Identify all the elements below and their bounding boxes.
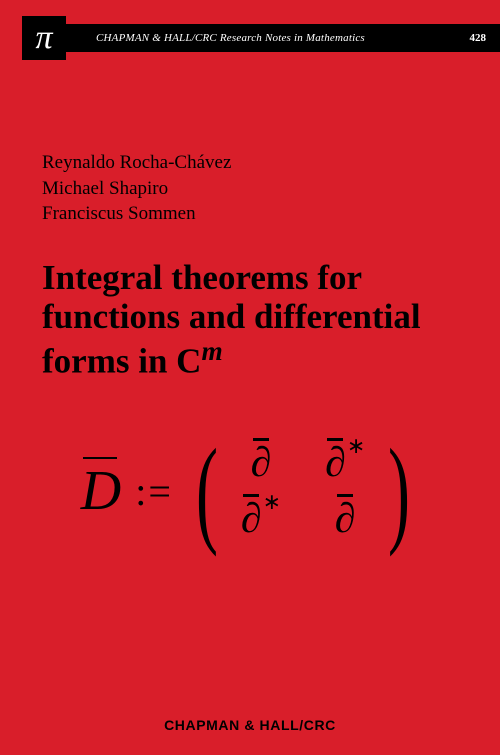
formula-inner: D := ( ∂ ∂∗ ∂∗ ∂ ) <box>81 440 419 542</box>
series-name: CHAPMAN & HALL/CRC Research Notes in Mat… <box>96 32 365 44</box>
operator-matrix: ∂ ∂∗ ∂∗ ∂ <box>241 442 365 540</box>
matrix-entry-22: ∂ <box>335 498 356 540</box>
title-superscript: m <box>201 336 222 366</box>
series-number: 428 <box>470 32 487 44</box>
cover-formula: D := ( ∂ ∂∗ ∂∗ ∂ ) <box>0 440 500 542</box>
matrix-entry-21: ∂∗ <box>241 498 281 540</box>
author-name: Michael Shapiro <box>42 176 231 202</box>
formula-lhs: D <box>81 459 121 523</box>
matrix-entry-11: ∂ <box>251 442 272 484</box>
matrix-entry-12: ∂∗ <box>325 442 365 484</box>
series-header-bar: CHAPMAN & HALL/CRC Research Notes in Mat… <box>60 24 500 52</box>
overline-bar <box>83 457 117 459</box>
pi-symbol: π <box>35 21 52 55</box>
authors-block: Reynaldo Rocha-Chávez Michael Shapiro Fr… <box>42 150 231 227</box>
right-paren: ) <box>388 440 410 542</box>
left-paren: ( <box>196 440 218 542</box>
book-title: Integral theorems for functions and diff… <box>42 258 470 381</box>
author-name: Franciscus Sommen <box>42 201 231 227</box>
script-d-letter: D <box>81 460 121 522</box>
author-name: Reynaldo Rocha-Chávez <box>42 150 231 176</box>
title-text: Integral theorems for functions and diff… <box>42 258 421 381</box>
assign-symbol: := <box>135 468 173 515</box>
publisher-name: CHAPMAN & HALL/CRC <box>0 717 500 733</box>
